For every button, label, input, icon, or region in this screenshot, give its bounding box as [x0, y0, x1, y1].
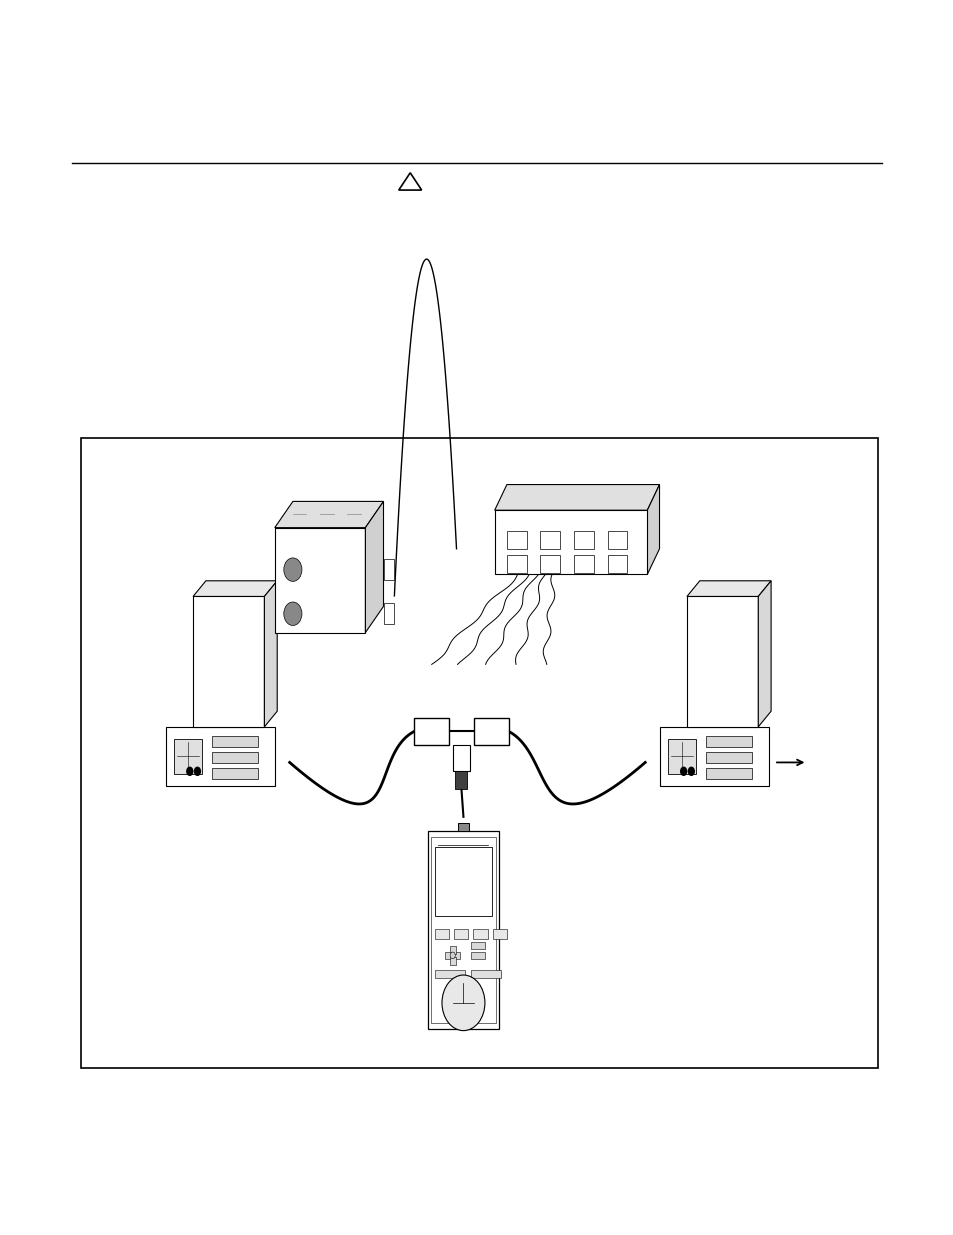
Bar: [659, 727, 768, 787]
Polygon shape: [495, 484, 659, 510]
Circle shape: [284, 601, 302, 625]
Bar: [435, 971, 464, 978]
Bar: [506, 531, 526, 548]
Polygon shape: [758, 580, 770, 727]
Bar: [212, 736, 257, 747]
Bar: [383, 603, 394, 624]
Bar: [274, 527, 365, 632]
Bar: [431, 837, 496, 1023]
Bar: [453, 745, 470, 772]
Bar: [474, 718, 508, 745]
Polygon shape: [365, 501, 383, 632]
Bar: [449, 957, 456, 965]
Bar: [540, 556, 559, 573]
Bar: [705, 768, 751, 779]
Circle shape: [441, 976, 484, 1030]
Bar: [174, 739, 202, 774]
Bar: [427, 831, 498, 1029]
Bar: [607, 556, 627, 573]
Bar: [383, 559, 394, 580]
Bar: [212, 768, 257, 779]
Circle shape: [679, 767, 686, 776]
Bar: [445, 951, 451, 960]
Bar: [454, 951, 459, 960]
Bar: [470, 942, 484, 948]
Bar: [455, 772, 467, 789]
Circle shape: [450, 952, 455, 958]
Bar: [470, 952, 484, 958]
Bar: [574, 556, 594, 573]
Bar: [495, 510, 647, 574]
Circle shape: [284, 558, 302, 582]
Bar: [668, 739, 695, 774]
Bar: [705, 736, 751, 747]
Bar: [193, 597, 264, 727]
Bar: [454, 929, 468, 939]
Bar: [212, 752, 257, 763]
Circle shape: [687, 767, 695, 776]
Bar: [470, 971, 500, 978]
Bar: [686, 597, 758, 727]
Bar: [540, 531, 559, 548]
Bar: [449, 946, 456, 953]
Bar: [435, 847, 492, 916]
Bar: [493, 929, 507, 939]
Bar: [473, 929, 487, 939]
Bar: [457, 823, 469, 831]
Circle shape: [193, 767, 201, 776]
Polygon shape: [686, 580, 770, 597]
Polygon shape: [647, 484, 659, 574]
Bar: [414, 718, 448, 745]
Polygon shape: [274, 501, 383, 527]
Bar: [166, 727, 275, 787]
Bar: [607, 531, 627, 548]
Polygon shape: [264, 580, 277, 727]
Bar: [705, 752, 751, 763]
Bar: [506, 556, 526, 573]
Circle shape: [186, 767, 193, 776]
Bar: [81, 438, 877, 1068]
Bar: [435, 929, 449, 939]
Polygon shape: [193, 580, 277, 597]
Bar: [574, 531, 594, 548]
